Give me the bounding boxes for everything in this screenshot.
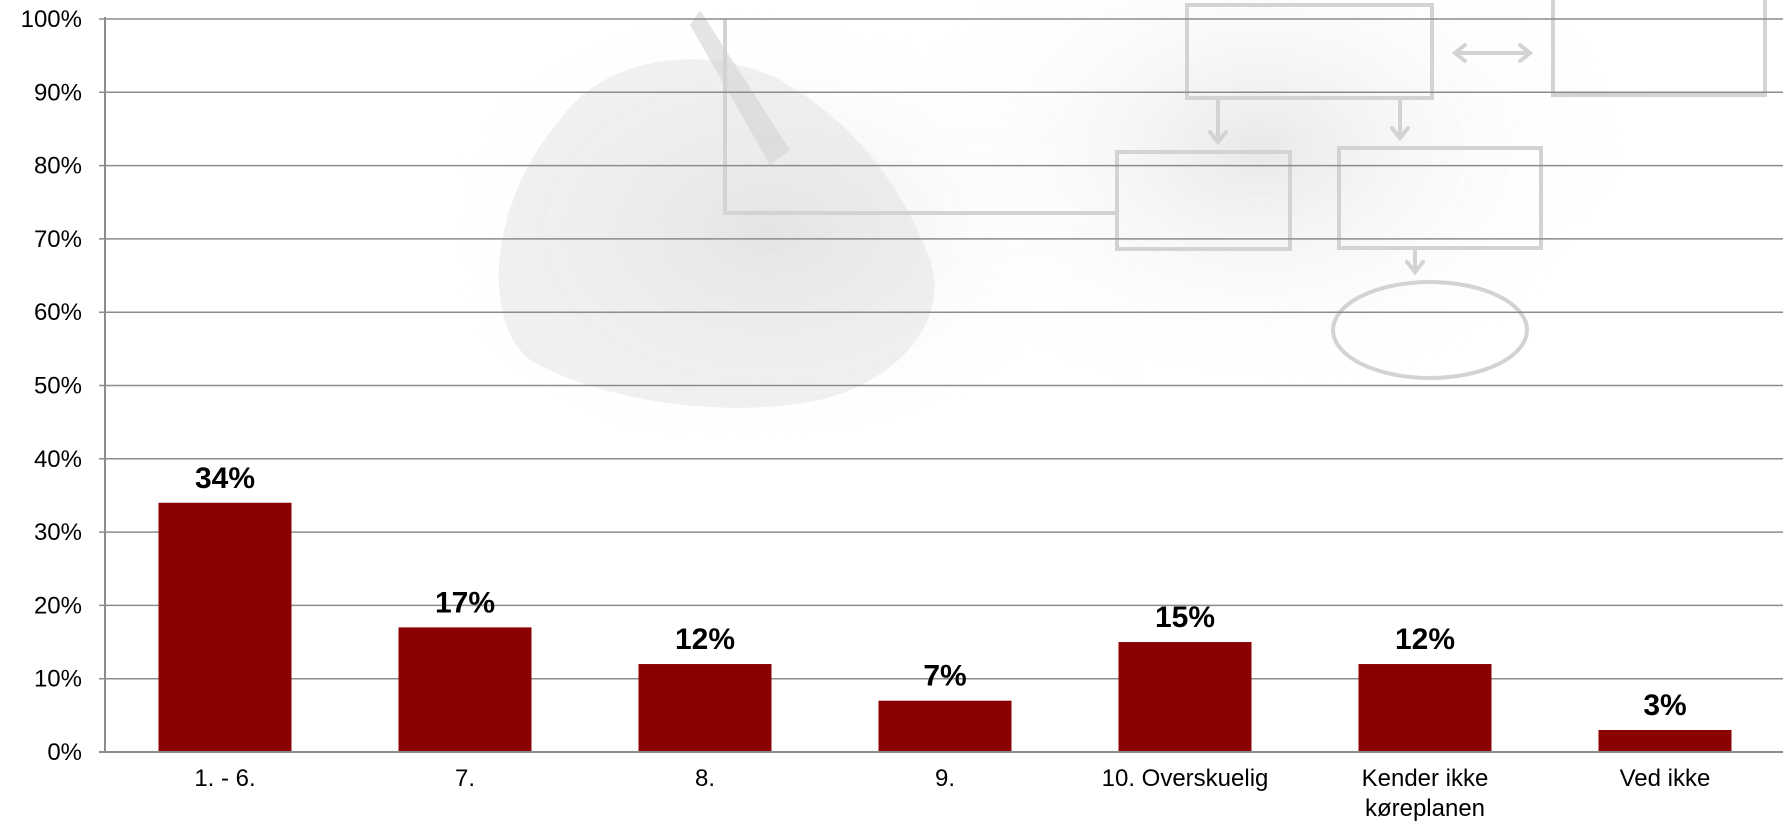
bar (1118, 642, 1252, 752)
y-tick-label: 10% (34, 666, 82, 693)
y-tick-label: 80% (34, 153, 82, 180)
y-tick-label: 90% (34, 79, 82, 106)
y-tick-label: 30% (34, 519, 82, 546)
data-label: 7% (923, 660, 966, 693)
y-axis-tick-labels: 0% 10% 20% 30% 40% 50% 60% 70% 80% 90% 100% (21, 6, 82, 766)
x-axis-category-labels: 1. - 6. 7. 8. 9. 10. Overskuelig Kender ikke k… (194, 765, 1710, 822)
y-tick-label: 0% (47, 739, 82, 766)
axes (99, 17, 1783, 753)
bars (158, 502, 1732, 752)
background-illustration (440, 0, 1767, 450)
category-label: Kender ikke køreplanen (1362, 765, 1489, 822)
bar (638, 664, 772, 752)
data-label: 12% (1395, 623, 1455, 656)
bar (1598, 730, 1732, 752)
data-label: 15% (1155, 601, 1215, 634)
data-label: 17% (435, 586, 495, 619)
category-label: 1. - 6. (194, 765, 255, 792)
data-label: 12% (675, 623, 735, 656)
y-tick-label: 50% (34, 373, 82, 400)
data-label: 34% (195, 462, 255, 495)
data-label: 3% (1643, 689, 1686, 722)
bar (398, 627, 532, 752)
y-tick-label: 40% (34, 446, 82, 473)
y-tick-label: 70% (34, 226, 82, 253)
y-tick-label: 60% (34, 299, 82, 326)
category-label: 9. (935, 765, 955, 792)
category-label: 8. (695, 765, 715, 792)
category-label: Ved ikke (1620, 765, 1711, 792)
bar (158, 502, 292, 752)
bar (1358, 664, 1492, 752)
y-tick-label: 20% (34, 592, 82, 619)
y-tick-label: 100% (21, 6, 82, 33)
category-label: 7. (455, 765, 475, 792)
bar (878, 700, 1012, 752)
data-labels: 34% 17% 12% 7% 15% 12% 3% (195, 462, 1687, 722)
category-label: 10. Overskuelig (1102, 765, 1269, 792)
